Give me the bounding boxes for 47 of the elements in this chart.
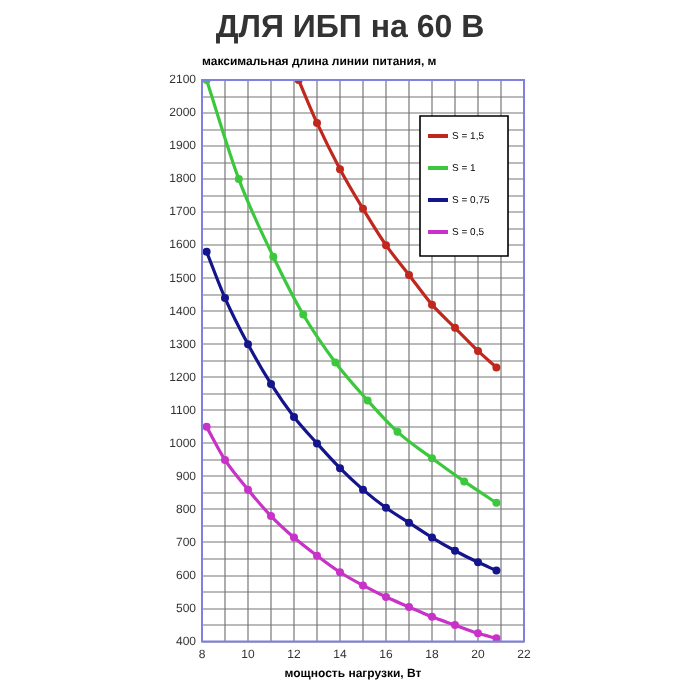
point: [267, 379, 275, 388]
point: [313, 439, 321, 448]
point: [299, 310, 308, 319]
point: [359, 204, 367, 213]
point: [393, 427, 402, 436]
point: [451, 546, 459, 555]
point: [363, 396, 372, 405]
point: [474, 629, 482, 638]
point: [359, 485, 367, 494]
point: [474, 558, 482, 567]
point: [492, 498, 501, 507]
point: [336, 165, 344, 174]
point: [428, 533, 436, 542]
point: [313, 118, 321, 127]
point: [290, 412, 298, 421]
point: [382, 241, 390, 250]
point: [359, 581, 367, 590]
point: [451, 323, 459, 332]
point: [460, 477, 469, 486]
point: [269, 252, 278, 261]
point: [267, 512, 275, 521]
point: [244, 340, 252, 349]
point: [221, 455, 229, 464]
point: [221, 294, 229, 303]
point: [474, 346, 482, 355]
point: [290, 533, 298, 542]
chart-title: ДЛЯ ИБП на 60 В: [215, 10, 485, 45]
point: [428, 612, 436, 621]
point: [492, 566, 501, 575]
point: [492, 634, 501, 642]
point: [492, 363, 501, 372]
point: [405, 602, 413, 611]
point: [202, 247, 211, 256]
point: [428, 454, 436, 463]
point: [234, 175, 243, 184]
point: [451, 621, 459, 630]
point: [382, 503, 390, 512]
point: [336, 464, 344, 473]
point: [428, 300, 436, 309]
point: [336, 568, 344, 577]
point: [202, 422, 211, 431]
point: [405, 270, 413, 279]
point: [331, 358, 340, 367]
point: [405, 518, 413, 527]
point: [313, 551, 321, 560]
point: [382, 593, 390, 601]
point: [244, 485, 252, 494]
